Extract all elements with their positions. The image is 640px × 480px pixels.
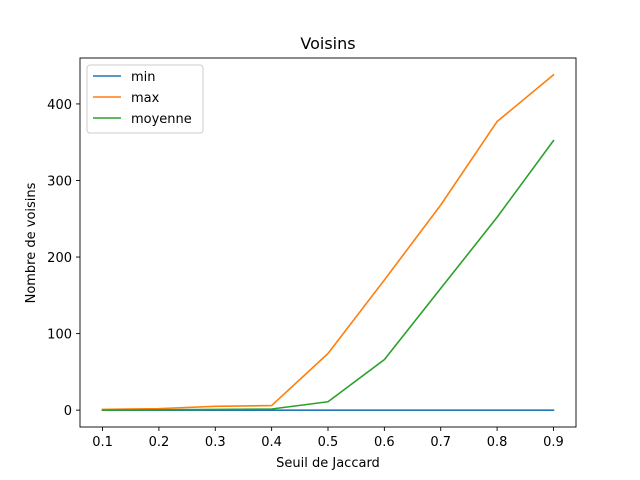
chart-title: Voisins [300, 34, 355, 53]
legend: min max moyenne [86, 64, 204, 134]
y-tick-label: 200 [47, 251, 72, 266]
legend-box [86, 64, 204, 134]
series-line-moyenne [101, 139, 555, 411]
y-tick-label: 0 [64, 404, 72, 419]
x-axis-title: Seuil de Jaccard [276, 456, 380, 471]
x-tick-label: 0.3 [205, 435, 226, 450]
y-axis-title: Nombre de voisins [24, 182, 39, 303]
x-tick-label: 0.9 [543, 435, 564, 450]
series-line-max [101, 73, 555, 411]
y-tick-label: 300 [47, 174, 72, 189]
series-layer [101, 73, 555, 411]
x-tick-label: 0.4 [261, 435, 282, 450]
y-tick-label: 100 [47, 328, 72, 343]
x-tick-label: 0.1 [92, 435, 113, 450]
x-tick-label: 0.7 [430, 435, 451, 450]
x-tick-label: 0.8 [487, 435, 508, 450]
legend-label-min: min [131, 70, 156, 85]
legend-label-moyenne: moyenne [131, 112, 192, 127]
legend-label-max: max [131, 91, 160, 106]
axes-layer: 0.1 0.2 0.3 0.4 0.5 0.6 0.7 0.8 0.9 0 100 200 300 400 [47, 57, 577, 450]
y-tick-label: 400 [47, 98, 72, 113]
x-tick-label: 0.6 [374, 435, 395, 450]
x-tick-label: 0.2 [149, 435, 170, 450]
x-tick-label: 0.5 [318, 435, 339, 450]
